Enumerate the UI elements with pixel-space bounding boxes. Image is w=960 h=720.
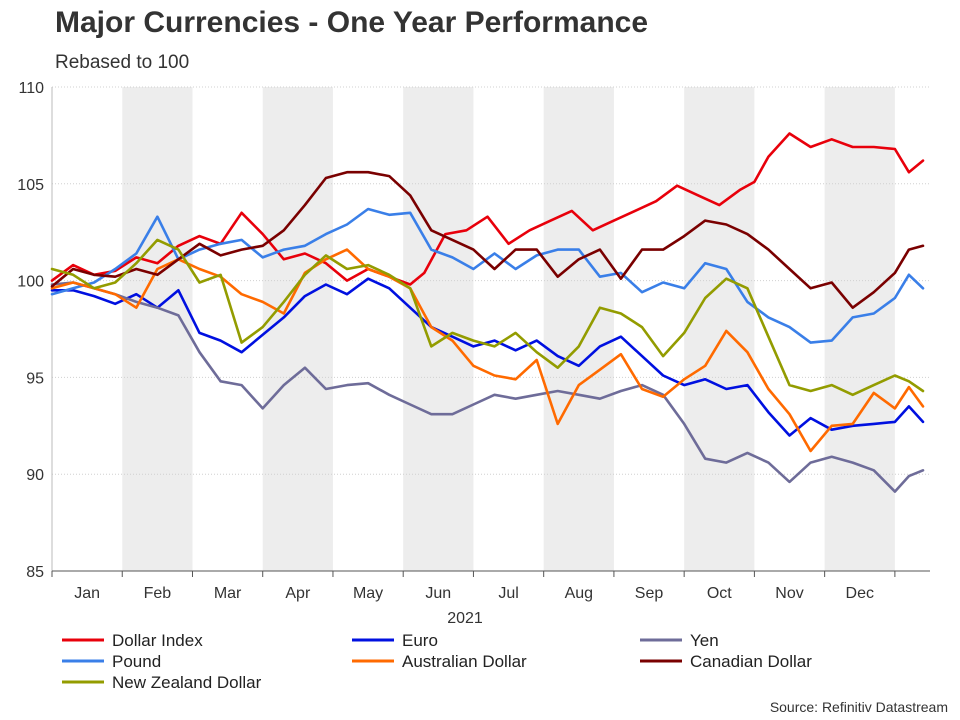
legend-label-euro: Euro bbox=[402, 631, 438, 650]
series-lines bbox=[50, 132, 925, 493]
y-tick-label: 105 bbox=[17, 177, 44, 194]
series-line-australian-dollar bbox=[50, 248, 925, 453]
series-line-yen bbox=[50, 281, 925, 493]
x-tick-label-jul: Jul bbox=[498, 585, 518, 602]
x-tick-label-mar: Mar bbox=[214, 585, 242, 602]
x-axis: Jan Feb Mar Apr May Jun Jul Aug Sep Oct Nov Dec bbox=[51, 570, 930, 602]
y-tick-label: 100 bbox=[17, 274, 44, 291]
x-tick-label-oct: Oct bbox=[707, 585, 732, 602]
x-tick-label-dec: Dec bbox=[846, 585, 874, 602]
y-tick-label: 85 bbox=[26, 564, 44, 581]
x-tick-label-feb: Feb bbox=[144, 585, 172, 602]
shaded-band-1 bbox=[262, 87, 333, 571]
x-tick-label-jan: Jan bbox=[74, 585, 100, 602]
y-tick-label: 95 bbox=[26, 370, 44, 387]
x-tick-label-nov: Nov bbox=[775, 585, 803, 602]
chart-title: Major Currencies - One Year Performance bbox=[55, 6, 649, 39]
x-tick-label-jun: Jun bbox=[425, 585, 451, 602]
y-axis: 85 90 95 100 105 110 bbox=[17, 80, 53, 581]
x-tick-label-may: May bbox=[353, 585, 383, 602]
legend-label-australian-dollar: Australian Dollar bbox=[402, 652, 527, 671]
shaded-month-bands bbox=[122, 87, 895, 571]
shaded-band-5 bbox=[824, 87, 895, 571]
shaded-band-3 bbox=[543, 87, 614, 571]
legend-label-canadian-dollar: Canadian Dollar bbox=[690, 652, 812, 671]
y-tick-label: 90 bbox=[26, 467, 44, 484]
legend-label-pound: Pound bbox=[112, 652, 161, 671]
series-line-canadian-dollar bbox=[50, 170, 925, 309]
series-line-new-zealand-dollar bbox=[50, 238, 925, 397]
chart-subtitle: Rebased to 100 bbox=[55, 52, 190, 73]
legend-label-new-zealand-dollar: New Zealand Dollar bbox=[112, 673, 262, 692]
y-tick-label: 110 bbox=[18, 80, 44, 97]
series-line-euro bbox=[50, 277, 925, 437]
legend-label-yen: Yen bbox=[690, 631, 719, 650]
x-tick-label-sep: Sep bbox=[635, 585, 664, 602]
series-line-dollar-index bbox=[50, 132, 925, 286]
shaded-band-4 bbox=[684, 87, 755, 571]
legend-label-dollar-index: Dollar Index bbox=[112, 631, 203, 650]
x-axis-title: 2021 bbox=[447, 610, 483, 627]
x-tick-label-aug: Aug bbox=[565, 585, 593, 602]
legend: Dollar Index Euro Yen Pound Australian Dolla… bbox=[62, 631, 812, 692]
x-tick-label-apr: Apr bbox=[285, 585, 311, 602]
series-line-pound bbox=[50, 207, 925, 344]
shaded-band-0 bbox=[122, 87, 193, 571]
source-note: Source: Refinitiv Datastream bbox=[769, 699, 948, 715]
